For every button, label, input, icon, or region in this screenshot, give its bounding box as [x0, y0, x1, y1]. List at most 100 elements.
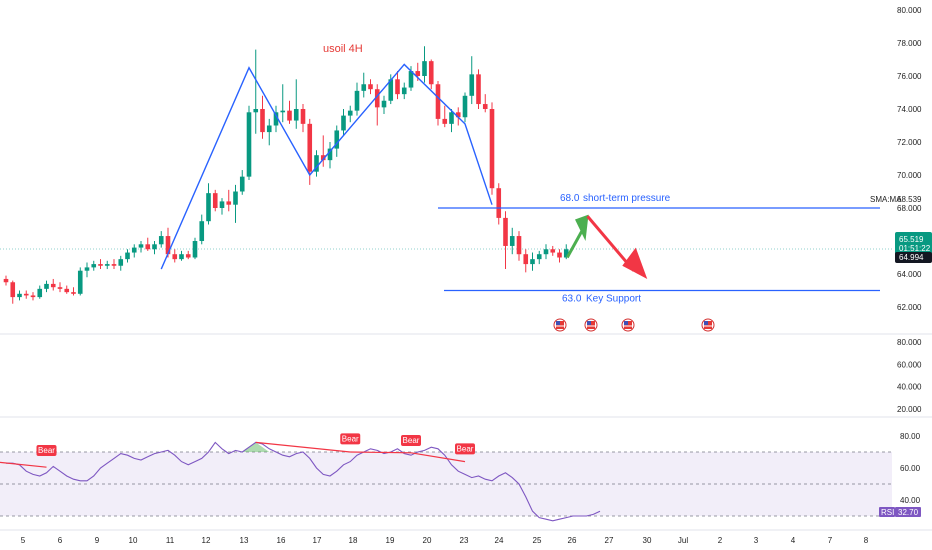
candle-body: [179, 254, 184, 260]
candle-body: [347, 110, 353, 116]
flag-canton: [704, 321, 708, 325]
time-tick-label: 13: [240, 536, 249, 545]
us-flag-icon[interactable]: [621, 318, 635, 332]
flag-canton: [587, 321, 591, 325]
candle-body: [307, 123, 313, 172]
divergence-line: [410, 452, 466, 463]
candle-body: [530, 259, 535, 265]
us-flag-icon[interactable]: [584, 318, 598, 332]
candle-body: [98, 264, 103, 266]
candle-body: [71, 292, 76, 294]
candle-body: [246, 112, 252, 177]
candle: [523, 249, 529, 273]
candle: [138, 241, 144, 253]
candle: [23, 290, 29, 299]
rsi-value: 32.70: [898, 508, 919, 517]
candle-body: [125, 252, 130, 260]
candle: [145, 237, 151, 251]
candle-body: [118, 259, 124, 266]
divergence-line: [350, 451, 412, 454]
candle-body: [111, 264, 117, 266]
bear-label: Bear: [342, 434, 359, 443]
panel-frames: [0, 248, 932, 531]
time-tick-label: 6: [58, 536, 63, 545]
candle: [381, 95, 387, 114]
candle: [516, 231, 522, 261]
time-tick-label: 25: [533, 536, 542, 545]
oscillator-tick-label: 60.000: [897, 360, 922, 369]
last-price-tag: [895, 252, 932, 263]
price-tick-label: 64.000: [897, 270, 922, 279]
price-tick-label: 80.000: [897, 6, 922, 15]
candle: [77, 267, 83, 296]
time-tick-label: Jul: [678, 536, 688, 545]
rsi-name-tag: [879, 507, 895, 517]
rsi-line: [6, 441, 601, 522]
price-tick-label: 72.000: [897, 138, 922, 147]
level-value: 68.0: [560, 193, 580, 204]
candlestick-series[interactable]: [3, 46, 569, 304]
time-tick-label: 11: [166, 536, 175, 545]
candle-body: [449, 112, 454, 124]
rsi-tick-label: 60.00: [900, 464, 921, 473]
level-label: short-term pressure: [583, 193, 671, 204]
candle: [300, 104, 306, 133]
us-flag-icon[interactable]: [701, 318, 715, 332]
candle: [428, 59, 434, 90]
candle: [172, 249, 178, 263]
candle: [266, 118, 272, 146]
candle-body: [516, 236, 522, 255]
candle: [30, 292, 36, 301]
bear-label-box: [340, 433, 361, 445]
candle: [50, 278, 56, 291]
countdown-timer: 01:51:22: [899, 244, 931, 253]
candle: [530, 252, 535, 271]
candle: [422, 46, 427, 83]
candle-body: [145, 244, 151, 250]
candle-body: [165, 236, 171, 255]
candle-body: [496, 188, 502, 218]
price-tick-label: 74.000: [897, 105, 922, 114]
candle: [503, 211, 508, 270]
time-tick-label: 7: [828, 536, 833, 545]
time-tick-label: 12: [202, 536, 211, 545]
candle-body: [37, 288, 43, 298]
candle: [131, 244, 137, 258]
candle-body: [77, 270, 83, 294]
candle-body: [233, 191, 238, 205]
candle: [341, 109, 346, 136]
candle-body: [44, 283, 49, 289]
candle: [125, 249, 130, 263]
us-flag-icon[interactable]: [553, 318, 567, 332]
candle-body: [388, 79, 394, 101]
bear-label-box: [455, 443, 475, 455]
candle: [287, 100, 292, 124]
candle: [509, 227, 515, 255]
candle: [71, 287, 76, 296]
candle: [489, 102, 495, 195]
candle-body: [10, 282, 16, 298]
oscillator-tick-label: 20.000: [897, 405, 922, 414]
candle-body: [462, 95, 468, 118]
candle-body: [293, 109, 299, 121]
candle: [280, 84, 286, 123]
candle-body: [226, 201, 232, 205]
candle: [10, 280, 16, 304]
bear-label: Bear: [403, 436, 420, 445]
oscillator-tick-label: 80.000: [897, 338, 922, 347]
candle-body: [381, 100, 387, 108]
sma-label: SMA:MA: [870, 195, 902, 204]
time-tick-label: 19: [386, 536, 395, 545]
event-markers[interactable]: [553, 318, 715, 332]
candle: [401, 82, 407, 100]
candle: [98, 259, 103, 270]
candle: [233, 184, 238, 223]
time-tick-label: 2: [718, 536, 723, 545]
candle: [179, 250, 184, 261]
candle: [273, 105, 279, 133]
time-tick-label: 23: [460, 536, 469, 545]
oscillator-tick-label: 40.000: [897, 383, 922, 392]
rsi-overbought-fill: [242, 442, 270, 452]
